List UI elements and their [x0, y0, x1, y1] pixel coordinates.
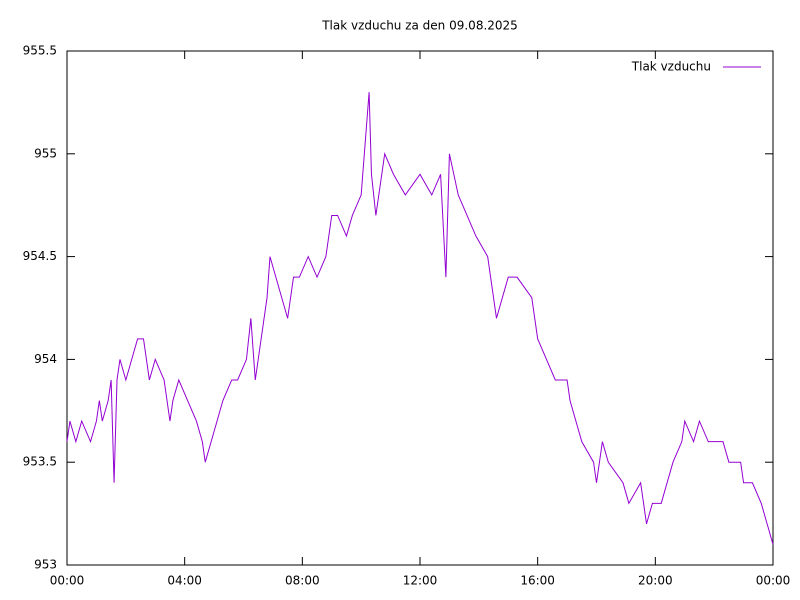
x-tick-label: 04:00 [167, 574, 202, 588]
y-tick-label: 954.5 [23, 249, 57, 263]
x-tick-label: 08:00 [285, 574, 320, 588]
series-line [66, 92, 774, 545]
x-tick-label: 20:00 [638, 574, 673, 588]
y-tick-label: 955 [34, 146, 57, 160]
y-tick-label: 953 [34, 558, 57, 572]
plot-border [66, 50, 774, 566]
x-tick-label: 16:00 [520, 574, 555, 588]
x-tick-label: 12:00 [403, 574, 438, 588]
y-tick-label: 954 [34, 352, 57, 366]
y-tick-label: 955.5 [23, 44, 57, 58]
x-tick-label: 00:00 [756, 574, 791, 588]
x-tick-label: 00:00 [50, 574, 85, 588]
y-tick-label: 953.5 [23, 455, 57, 469]
chart-title: Tlak vzduchu za den 09.08.2025 [321, 19, 518, 33]
legend-label: Tlak vzduchu [631, 60, 711, 74]
